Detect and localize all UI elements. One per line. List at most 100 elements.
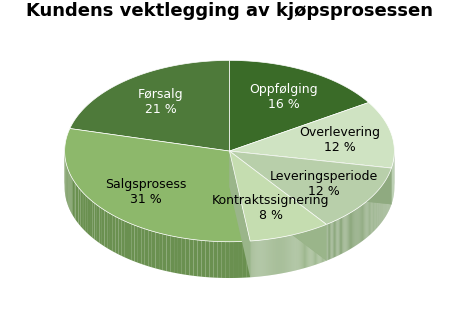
Polygon shape <box>375 193 376 230</box>
Polygon shape <box>69 173 71 211</box>
Polygon shape <box>182 238 186 275</box>
Text: Leveringsperiode
12 %: Leveringsperiode 12 % <box>270 170 378 198</box>
Polygon shape <box>371 197 372 234</box>
Polygon shape <box>206 241 210 277</box>
Polygon shape <box>279 237 280 274</box>
Polygon shape <box>317 228 318 264</box>
Polygon shape <box>74 181 76 220</box>
Polygon shape <box>95 203 97 241</box>
Polygon shape <box>364 203 365 240</box>
Polygon shape <box>380 187 381 224</box>
Polygon shape <box>125 221 128 259</box>
Polygon shape <box>374 194 375 231</box>
Polygon shape <box>357 208 358 245</box>
Polygon shape <box>309 230 310 267</box>
Polygon shape <box>107 212 110 250</box>
Polygon shape <box>286 236 287 272</box>
Polygon shape <box>319 227 320 263</box>
Polygon shape <box>222 242 226 278</box>
Polygon shape <box>178 237 182 274</box>
Polygon shape <box>230 151 326 261</box>
Polygon shape <box>362 204 363 241</box>
Polygon shape <box>242 241 246 278</box>
Text: Førsalg
21 %: Førsalg 21 % <box>138 88 184 116</box>
Polygon shape <box>373 195 374 232</box>
Polygon shape <box>230 151 392 224</box>
Polygon shape <box>289 235 290 272</box>
Polygon shape <box>314 229 315 265</box>
Polygon shape <box>265 240 266 276</box>
Polygon shape <box>284 236 285 273</box>
Polygon shape <box>110 213 113 251</box>
Polygon shape <box>259 240 261 277</box>
Polygon shape <box>77 185 78 224</box>
Polygon shape <box>293 235 294 271</box>
Polygon shape <box>152 231 156 268</box>
Polygon shape <box>295 234 296 271</box>
Polygon shape <box>167 235 170 272</box>
Polygon shape <box>122 220 125 257</box>
Polygon shape <box>186 239 190 275</box>
Polygon shape <box>238 242 242 278</box>
Polygon shape <box>330 223 331 259</box>
Polygon shape <box>386 178 387 215</box>
Polygon shape <box>234 242 238 278</box>
Polygon shape <box>300 233 301 269</box>
Polygon shape <box>163 234 167 271</box>
Polygon shape <box>312 229 313 266</box>
Polygon shape <box>335 220 336 257</box>
Polygon shape <box>202 241 206 277</box>
Polygon shape <box>320 226 321 263</box>
Title: Kundens vektlegging av kjøpsprosessen: Kundens vektlegging av kjøpsprosessen <box>26 2 433 20</box>
Polygon shape <box>385 181 386 218</box>
Polygon shape <box>287 236 288 272</box>
Polygon shape <box>383 183 384 220</box>
Polygon shape <box>275 238 276 275</box>
Polygon shape <box>267 239 268 276</box>
Polygon shape <box>148 230 152 267</box>
Polygon shape <box>159 233 163 270</box>
Polygon shape <box>298 233 299 270</box>
Polygon shape <box>230 151 250 277</box>
Polygon shape <box>99 207 102 245</box>
Polygon shape <box>329 223 330 260</box>
Polygon shape <box>355 209 356 246</box>
Polygon shape <box>382 185 383 222</box>
Polygon shape <box>372 195 373 232</box>
Polygon shape <box>283 237 284 273</box>
Polygon shape <box>313 229 314 265</box>
Polygon shape <box>230 61 369 151</box>
Polygon shape <box>299 233 300 270</box>
Polygon shape <box>304 232 305 268</box>
Polygon shape <box>349 213 350 250</box>
Polygon shape <box>361 205 362 242</box>
Polygon shape <box>145 229 148 266</box>
Polygon shape <box>276 238 277 274</box>
Polygon shape <box>333 221 334 258</box>
Polygon shape <box>318 227 319 264</box>
Polygon shape <box>65 128 250 242</box>
Polygon shape <box>282 237 283 273</box>
Polygon shape <box>251 241 252 277</box>
Polygon shape <box>272 239 273 275</box>
Polygon shape <box>273 238 274 275</box>
Polygon shape <box>252 241 253 277</box>
Polygon shape <box>368 199 369 236</box>
Polygon shape <box>278 238 279 274</box>
Polygon shape <box>90 199 92 238</box>
Polygon shape <box>230 151 392 204</box>
Polygon shape <box>230 151 250 277</box>
Polygon shape <box>280 237 281 274</box>
Polygon shape <box>134 225 138 263</box>
Polygon shape <box>67 168 68 207</box>
Polygon shape <box>339 218 340 255</box>
Polygon shape <box>301 232 302 269</box>
Polygon shape <box>308 231 309 267</box>
Polygon shape <box>344 215 346 252</box>
Polygon shape <box>138 226 141 264</box>
Polygon shape <box>366 202 367 239</box>
Polygon shape <box>270 239 271 275</box>
Polygon shape <box>271 239 272 275</box>
Polygon shape <box>302 232 303 269</box>
Polygon shape <box>325 224 326 261</box>
